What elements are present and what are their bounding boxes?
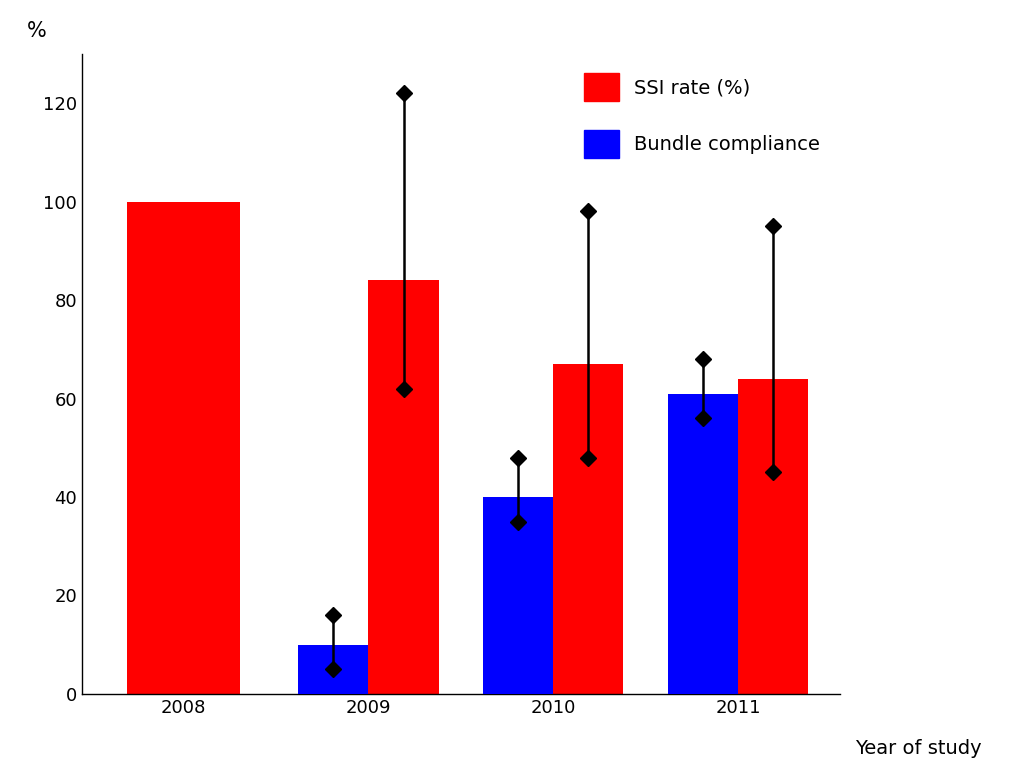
Bar — [127, 202, 240, 694]
Bar — [553, 364, 624, 694]
Bar — [369, 281, 438, 694]
Text: Year of study: Year of study — [855, 739, 981, 758]
Bar — [298, 645, 369, 694]
Bar — [483, 497, 553, 694]
Y-axis label: %: % — [27, 21, 46, 41]
Bar — [738, 379, 808, 694]
Legend: SSI rate (%), Bundle compliance: SSI rate (%), Bundle compliance — [574, 64, 830, 167]
Bar — [668, 394, 738, 694]
